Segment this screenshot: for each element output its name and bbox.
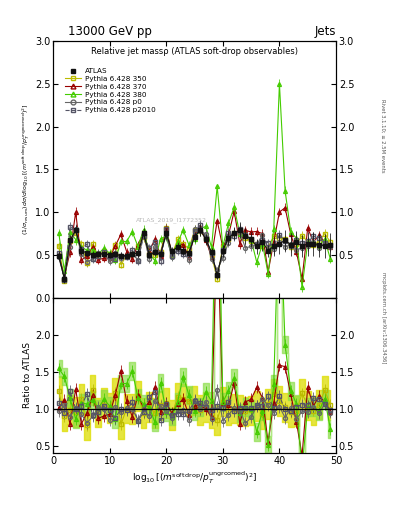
Text: Jets: Jets — [314, 25, 336, 37]
Text: ATLAS_2019_I1772352: ATLAS_2019_I1772352 — [136, 218, 208, 223]
Text: mcplots.cern.ch [arXiv:1306.3436]: mcplots.cern.ch [arXiv:1306.3436] — [381, 272, 386, 363]
Text: Rivet 3.1.10; ≥ 2.5M events: Rivet 3.1.10; ≥ 2.5M events — [381, 99, 386, 173]
Y-axis label: $(1/\sigma_{\rm resum})\,d\sigma/d\log_{10}[(m^{\rm soft\,drop}/p_T^{\rm ungroom: $(1/\sigma_{\rm resum})\,d\sigma/d\log_{… — [20, 103, 32, 235]
Text: 13000 GeV pp: 13000 GeV pp — [68, 25, 152, 37]
Legend: ATLAS, Pythia 6.428 350, Pythia 6.428 370, Pythia 6.428 380, Pythia 6.428 p0, Py: ATLAS, Pythia 6.428 350, Pythia 6.428 37… — [62, 65, 158, 116]
Y-axis label: Ratio to ATLAS: Ratio to ATLAS — [23, 343, 32, 409]
Text: Relative jet massρ (ATLAS soft-drop observables): Relative jet massρ (ATLAS soft-drop obse… — [91, 48, 298, 56]
X-axis label: $\log_{10}[(m^{\rm soft\,drop}/p_T^{\rm ungroomed})^2]$: $\log_{10}[(m^{\rm soft\,drop}/p_T^{\rm … — [132, 470, 257, 486]
